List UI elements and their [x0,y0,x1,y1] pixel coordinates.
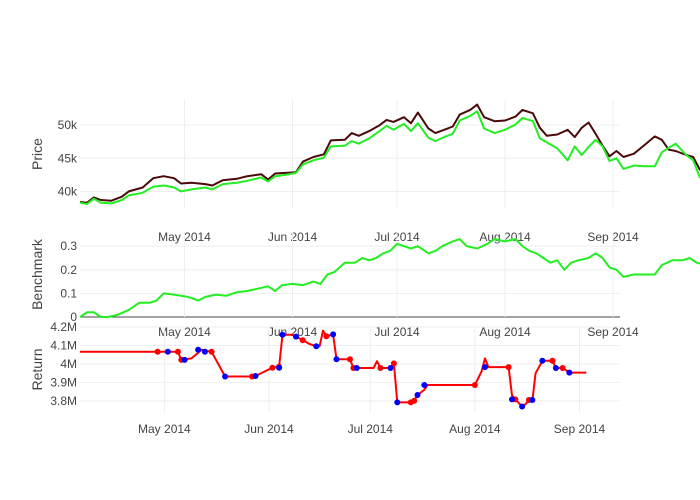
sell-marker [559,365,566,371]
buy-marker [387,365,394,371]
buy-marker [421,382,428,388]
benchmark-y-axis-title: Benchmark [29,238,45,310]
buy-marker [539,357,546,364]
benchmark-y-tick-label: 0 [70,310,77,324]
sell-marker [208,348,215,355]
buy-marker [164,348,171,355]
return-x-tick-label: May 2014 [138,422,191,436]
buy-marker [333,356,340,363]
return-x-tick-label: Jun 2014 [244,422,294,436]
sell-marker [390,360,397,367]
buy-marker [414,392,421,398]
buy-marker [519,403,526,410]
return-panel: 3.8M 3.9M 4M 4.1M 4.2M May 2014 Jun 2014 Jul 20… [29,320,620,436]
return-y-tick-label: 3.8M [50,394,77,408]
return-x-tick-label: Sep 2014 [554,422,606,436]
benchmark-y-tick-label: 0.3 [60,239,77,253]
price-y-tick-label: 40k [58,184,78,198]
sell-marker [377,365,384,371]
benchmark-x-tick-label: Jul 2014 [374,325,420,339]
benchmark-x-tick-label: May 2014 [158,325,211,339]
return-series-line-return_line [80,329,587,408]
return-y-tick-label: 4.1M [50,338,77,352]
buy-marker [529,397,536,403]
price-y-tick-label: 45k [58,151,78,165]
buy-marker [566,369,573,376]
buy-marker [222,373,229,380]
sell-marker [347,356,353,363]
price-series-line-price_close [79,110,700,205]
return-y-axis-title: Return [29,348,45,390]
buy-marker [252,373,259,379]
return-y-tick-label: 3.9M [50,375,77,389]
buy-marker [509,396,515,403]
buy-marker [279,331,286,338]
sell-marker [505,364,512,371]
benchmark-y-tick-label: 0.1 [60,286,77,300]
sell-marker [323,333,330,340]
benchmark-x-tick-label: Sep 2014 [587,325,639,339]
buy-marker [181,356,188,363]
sell-marker [471,382,478,388]
buy-marker [330,331,337,338]
benchmark-y-tick-label: 0.2 [60,263,77,277]
return-y-tick-label: 4.2M [50,320,77,334]
sell-marker [299,337,306,344]
buy-marker [313,343,320,350]
buy-marker [293,333,299,340]
sell-marker [411,397,418,404]
buy-marker [552,365,559,371]
benchmark-series-line-benchmark [79,238,700,318]
price-y-tick-label: 50k [58,118,78,132]
price-y-axis-title: Price [29,138,45,170]
buy-marker [195,346,202,353]
buy-marker [394,399,401,406]
buy-marker [276,364,283,371]
return-y-tick-label: 4M [60,357,77,371]
benchmark-x-tick-label: Aug 2014 [479,325,531,339]
sell-marker [174,348,181,355]
sell-marker [269,364,276,371]
sell-marker [154,348,161,355]
buy-marker [482,364,488,371]
return-x-tick-label: Jul 2014 [348,422,394,436]
return-x-tick-label: Aug 2014 [449,422,501,436]
buy-marker [201,348,208,355]
buy-marker [353,365,360,371]
sell-marker [549,357,556,364]
